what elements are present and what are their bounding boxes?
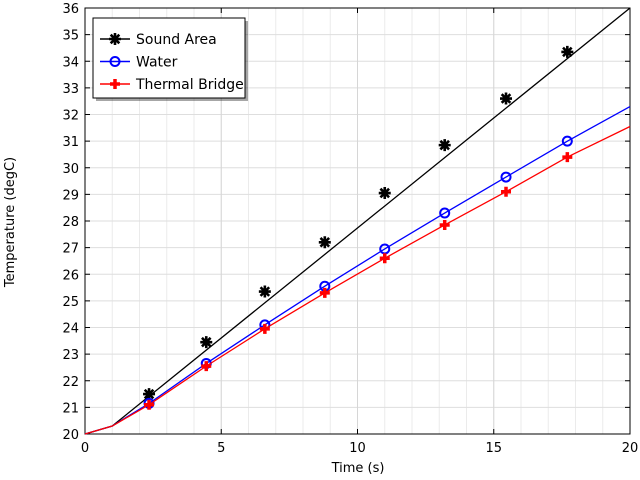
data-point-thermal-bridge-shape (562, 152, 573, 163)
legend-item-thermal-bridge: Thermal Bridge (100, 77, 244, 93)
y-tick-label: 35 (62, 29, 79, 44)
x-tick-label: 5 (217, 441, 225, 456)
data-point-sound-area (438, 139, 451, 152)
y-tick-label: 33 (62, 82, 79, 97)
legend-label-water: Water (136, 55, 178, 71)
data-point-thermal-bridge (319, 287, 330, 298)
data-point-thermal-bridge (501, 186, 512, 197)
y-tick-label: 22 (62, 375, 79, 390)
data-point-sound-area (258, 285, 271, 298)
legend-label-thermal-bridge: Thermal Bridge (135, 77, 244, 93)
y-tick-label: 27 (62, 242, 79, 257)
data-point-thermal-bridge (259, 323, 270, 334)
y-tick-label: 30 (62, 162, 79, 177)
series-line-water (84, 105, 631, 435)
data-point-sound-area (500, 92, 513, 105)
legend-item-sound-area: Sound Area (100, 32, 217, 48)
data-point-sound-area (318, 236, 331, 249)
legend: Sound Area Water Thermal Bridge (92, 17, 248, 101)
y-tick-label: 23 (62, 348, 79, 363)
legend-marker-water (109, 56, 121, 67)
data-point-sound-area-shape (200, 336, 213, 349)
data-point-water-shape (500, 171, 512, 183)
axes (84, 7, 631, 435)
x-tick-label: 20 (622, 441, 639, 456)
y-tick-label: 36 (62, 2, 79, 17)
data-point-thermal-bridge-shape (501, 186, 512, 197)
legend-marker-water-shape (109, 56, 121, 67)
data-point-thermal-bridge (201, 361, 212, 372)
data-point-thermal-bridge (144, 399, 155, 410)
data-point-thermal-bridge (379, 253, 390, 264)
data-point-thermal-bridge (562, 152, 573, 163)
y-tick-label: 28 (62, 215, 79, 230)
x-axis-label: Time (s) (331, 461, 385, 476)
data-point-sound-area (378, 187, 391, 200)
data-point-thermal-bridge-shape (201, 361, 212, 372)
data-point-sound-area-shape (438, 139, 451, 152)
data-point-water (500, 171, 512, 183)
y-tick-label: 31 (62, 135, 79, 150)
data-point-water (439, 207, 451, 219)
data-point-sound-area (200, 336, 213, 349)
data-point-sound-area-shape (143, 388, 156, 401)
data-point-sound-area-shape (258, 285, 271, 298)
x-tick-label: 15 (485, 441, 502, 456)
data-point-thermal-bridge-shape (319, 287, 330, 298)
data-point-thermal-bridge-shape (439, 219, 450, 230)
data-point-thermal-bridge-shape (379, 253, 390, 264)
series-layer (84, 7, 631, 435)
data-point-sound-area-shape (378, 187, 391, 200)
legend-marker-thermal-bridge-shape (110, 79, 120, 89)
y-tick-label: 29 (62, 188, 79, 203)
legend-marker-sound-area (109, 33, 121, 45)
y-tick-label: 25 (62, 295, 79, 310)
data-point-water (561, 135, 573, 147)
data-point-water-shape (439, 207, 451, 219)
y-tick-label: 20 (62, 428, 79, 443)
series-thermal-bridge (84, 125, 631, 435)
tick-labels: 0 5 10 15 20 20 21 22 23 24 25 26 27 28 29 30 31 32 33 34 35… (62, 2, 638, 456)
data-point-sound-area-shape (500, 92, 513, 105)
data-point-thermal-bridge (439, 219, 450, 230)
x-tick-label: 10 (349, 441, 366, 456)
data-point-sound-area-shape (561, 45, 574, 58)
y-tick-label: 34 (62, 55, 79, 70)
y-tick-label: 21 (62, 401, 79, 416)
legend-label-sound-area: Sound Area (136, 32, 217, 48)
data-point-thermal-bridge-shape (259, 323, 270, 334)
data-point-sound-area (561, 45, 574, 58)
legend-marker-thermal-bridge (110, 79, 120, 89)
data-point-sound-area-shape (318, 236, 331, 249)
data-point-water-shape (561, 135, 573, 147)
x-tick-label: 0 (81, 441, 89, 456)
y-tick-label: 24 (62, 322, 79, 337)
legend-item-water: Water (100, 55, 178, 71)
y-axis-label: Temperature (degC) (3, 157, 18, 288)
y-tick-label: 26 (62, 268, 79, 283)
legend-marker-sound-area-shape (109, 33, 121, 45)
data-point-sound-area (143, 388, 156, 401)
data-point-thermal-bridge-shape (144, 399, 155, 410)
y-tick-label: 32 (62, 109, 79, 124)
